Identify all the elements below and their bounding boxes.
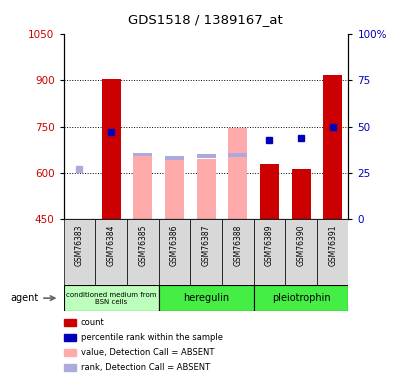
Bar: [133, 153, 152, 156]
Text: GSM76383: GSM76383: [75, 225, 84, 266]
Text: GSM76391: GSM76391: [327, 225, 336, 266]
Bar: [63, 349, 76, 356]
Bar: [63, 219, 95, 285]
Text: heregulin: heregulin: [182, 293, 229, 303]
Bar: [133, 155, 152, 219]
Bar: [316, 219, 348, 285]
Text: count: count: [81, 318, 104, 327]
Text: GSM76390: GSM76390: [296, 225, 305, 266]
Bar: [164, 159, 183, 219]
Text: GSM76385: GSM76385: [138, 225, 147, 266]
Text: pleiotrophin: pleiotrophin: [271, 293, 330, 303]
Text: percentile rank within the sample: percentile rank within the sample: [81, 333, 222, 342]
Bar: [196, 159, 215, 219]
Bar: [126, 219, 158, 285]
Text: rank, Detection Call = ABSENT: rank, Detection Call = ABSENT: [81, 363, 209, 372]
Bar: [95, 219, 126, 285]
Bar: [259, 164, 278, 219]
Text: GSM76388: GSM76388: [233, 225, 242, 266]
Bar: [63, 285, 158, 311]
Bar: [63, 319, 76, 326]
Bar: [228, 153, 247, 157]
Bar: [158, 219, 190, 285]
Bar: [164, 156, 183, 160]
Bar: [322, 75, 342, 219]
Bar: [221, 219, 253, 285]
Bar: [228, 128, 247, 219]
Text: GSM76384: GSM76384: [106, 225, 115, 266]
Text: GSM76389: GSM76389: [264, 225, 273, 266]
Text: GDS1518 / 1389167_at: GDS1518 / 1389167_at: [127, 13, 282, 26]
Text: value, Detection Call = ABSENT: value, Detection Call = ABSENT: [81, 348, 213, 357]
Bar: [190, 219, 221, 285]
Text: conditioned medium from
BSN cells: conditioned medium from BSN cells: [65, 292, 156, 304]
Text: GSM76386: GSM76386: [169, 225, 178, 266]
Text: GSM76387: GSM76387: [201, 225, 210, 266]
Text: agent: agent: [10, 293, 38, 303]
Bar: [291, 169, 310, 219]
Bar: [63, 334, 76, 341]
Bar: [253, 285, 348, 311]
Bar: [101, 79, 120, 219]
Bar: [285, 219, 316, 285]
Bar: [158, 285, 253, 311]
Bar: [63, 364, 76, 371]
Bar: [253, 219, 285, 285]
Bar: [196, 154, 215, 158]
